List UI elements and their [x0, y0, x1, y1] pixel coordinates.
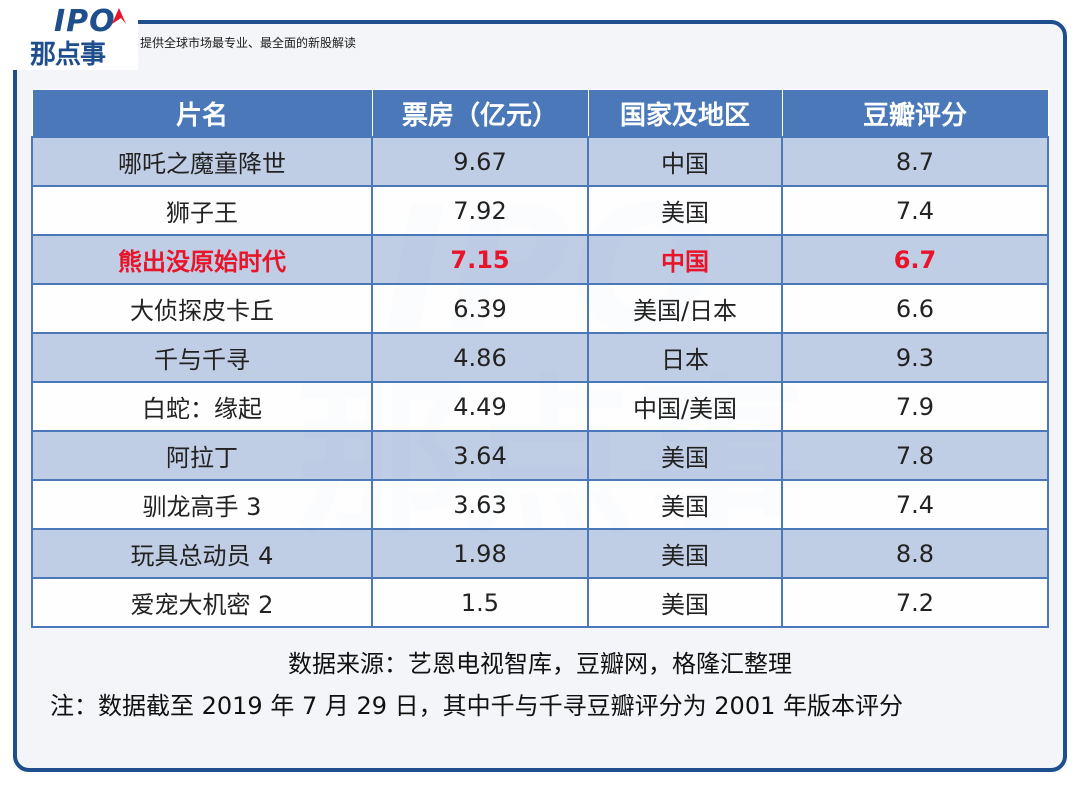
- cell-rating: 6.6: [781, 283, 1049, 334]
- table-row: 狮子王 7.92 美国 7.4: [31, 185, 1049, 236]
- cell-rating: 6.7: [781, 234, 1049, 285]
- cell-box-office: 3.63: [371, 479, 589, 530]
- cell-region: 中国: [587, 234, 783, 285]
- table-row: 千与千寻 4.86 日本 9.3: [31, 332, 1049, 383]
- cell-region: 美国/日本: [587, 283, 783, 334]
- cell-title: 白蛇：缘起: [31, 381, 373, 432]
- table-row: 白蛇：缘起 4.49 中国/美国 7.9: [31, 381, 1049, 432]
- cell-rating: 9.3: [781, 332, 1049, 383]
- footnote-text: 注：数据截至 2019 年 7 月 29 日，其中千与千寻豆瓣评分为 2001 …: [50, 692, 903, 720]
- cell-region: 美国: [587, 430, 783, 481]
- cell-box-office: 3.64: [371, 430, 589, 481]
- table-row: 阿拉丁 3.64 美国 7.8: [31, 430, 1049, 481]
- data-source-text: 数据来源：艺恩电视智库，豆瓣网，格隆汇整理: [288, 650, 792, 678]
- cell-title: 阿拉丁: [31, 430, 373, 481]
- header-box-office: 票房（亿元）: [371, 89, 589, 138]
- cell-box-office: 1.5: [371, 577, 589, 628]
- table-row: 大侦探皮卡丘 6.39 美国/日本 6.6: [31, 283, 1049, 334]
- cell-box-office: 1.98: [371, 528, 589, 579]
- cell-box-office: 9.67: [371, 136, 589, 187]
- cell-region: 美国: [587, 577, 783, 628]
- cell-title: 狮子王: [31, 185, 373, 236]
- cell-region: 美国: [587, 528, 783, 579]
- table-row: 玩具总动员 4 1.98 美国 8.8: [31, 528, 1049, 579]
- logo-name-text: 那点事: [30, 40, 106, 70]
- brand-tagline: 提供全球市场最专业、最全面的新股解读: [140, 36, 357, 50]
- arrow-up-icon: [112, 8, 126, 24]
- cell-box-office: 6.39: [371, 283, 589, 334]
- cell-region: 美国: [587, 479, 783, 530]
- table-row: 驯龙高手 3 3.63 美国 7.4: [31, 479, 1049, 530]
- cell-rating: 7.4: [781, 185, 1049, 236]
- header-rating: 豆瓣评分: [781, 89, 1049, 138]
- cell-rating: 7.8: [781, 430, 1049, 481]
- logo-ipo-text: IPO: [54, 4, 116, 39]
- table-row: 爱宠大机密 2 1.5 美国 7.2: [31, 577, 1049, 628]
- header-title: 片名: [31, 89, 373, 138]
- cell-box-office: 4.86: [371, 332, 589, 383]
- brand-logo: IPO 那点事: [0, 0, 138, 70]
- cell-title: 爱宠大机密 2: [31, 577, 373, 628]
- cell-title: 玩具总动员 4: [31, 528, 373, 579]
- cell-title: 熊出没原始时代: [31, 234, 373, 285]
- header-region: 国家及地区: [587, 89, 783, 138]
- cell-title: 千与千寻: [31, 332, 373, 383]
- cell-rating: 7.9: [781, 381, 1049, 432]
- cell-box-office: 7.15: [371, 234, 589, 285]
- cell-region: 中国: [587, 136, 783, 187]
- cell-title: 驯龙高手 3: [31, 479, 373, 530]
- cell-rating: 8.7: [781, 136, 1049, 187]
- cell-title: 大侦探皮卡丘: [31, 283, 373, 334]
- table-row-highlighted: 熊出没原始时代 7.15 中国 6.7: [31, 234, 1049, 285]
- cell-region: 中国/美国: [587, 381, 783, 432]
- cell-region: 日本: [587, 332, 783, 383]
- box-office-table: 片名 票房（亿元） 国家及地区 豆瓣评分 哪吒之魔童降世 9.67 中国 8.7…: [31, 89, 1049, 628]
- cell-title: 哪吒之魔童降世: [31, 136, 373, 187]
- cell-rating: 7.2: [781, 577, 1049, 628]
- cell-rating: 8.8: [781, 528, 1049, 579]
- cell-region: 美国: [587, 185, 783, 236]
- cell-box-office: 7.92: [371, 185, 589, 236]
- cell-rating: 7.4: [781, 479, 1049, 530]
- table-row: 哪吒之魔童降世 9.67 中国 8.7: [31, 136, 1049, 187]
- cell-box-office: 4.49: [371, 381, 589, 432]
- table-header-row: 片名 票房（亿元） 国家及地区 豆瓣评分: [31, 89, 1049, 138]
